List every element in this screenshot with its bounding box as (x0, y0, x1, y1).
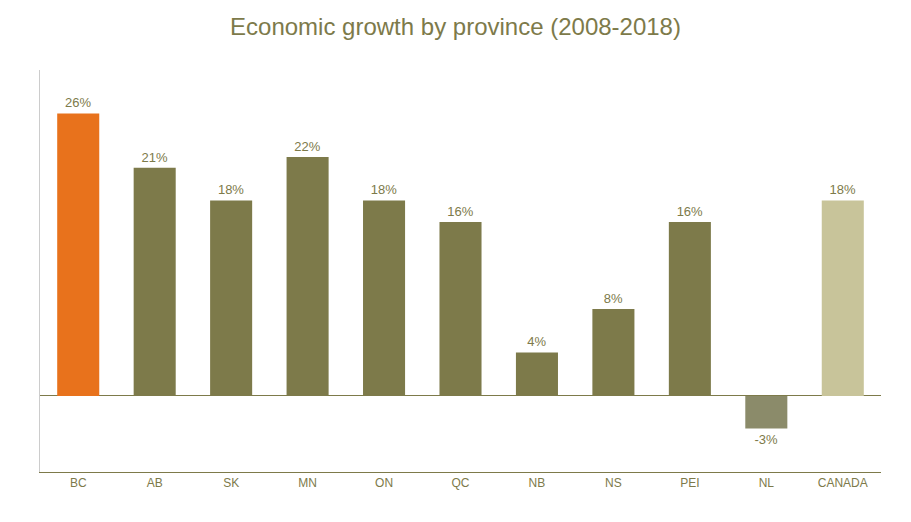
svg-text:18%: 18% (218, 182, 244, 197)
svg-text:PEI: PEI (680, 476, 699, 490)
svg-text:Economic growth by province (2: Economic growth by province (2008-2018) (230, 13, 681, 40)
svg-text:QC: QC (452, 476, 470, 490)
svg-text:16%: 16% (677, 204, 703, 219)
svg-text:NS: NS (605, 476, 622, 490)
svg-text:NL: NL (759, 476, 775, 490)
svg-text:8%: 8% (604, 291, 623, 306)
svg-text:-3%: -3% (755, 432, 779, 447)
svg-text:18%: 18% (371, 182, 397, 197)
svg-text:CANADA: CANADA (818, 476, 868, 490)
svg-text:22%: 22% (294, 139, 320, 154)
svg-text:18%: 18% (830, 182, 856, 197)
svg-text:AB: AB (147, 476, 163, 490)
svg-text:SK: SK (223, 476, 239, 490)
svg-text:NB: NB (529, 476, 546, 490)
svg-text:4%: 4% (527, 334, 546, 349)
svg-text:BC: BC (70, 476, 87, 490)
svg-text:ON: ON (375, 476, 393, 490)
svg-text:MN: MN (298, 476, 317, 490)
svg-text:16%: 16% (447, 204, 473, 219)
svg-text:21%: 21% (141, 150, 167, 165)
svg-text:26%: 26% (65, 95, 91, 110)
